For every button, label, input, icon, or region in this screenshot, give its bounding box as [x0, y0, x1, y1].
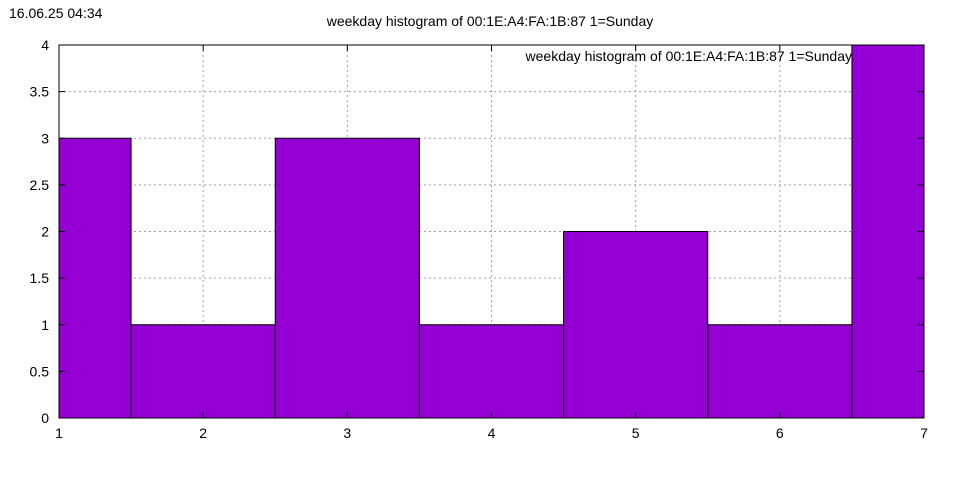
y-tick-label: 1.5: [30, 270, 50, 286]
bar-weekday-1: [58, 137, 132, 419]
axis-ticks: [58, 44, 925, 419]
chart-title: weekday histogram of 00:1E:A4:FA:1B:87 1…: [326, 13, 653, 29]
x-tick-label: 7: [920, 425, 928, 441]
x-tick-label: 1: [55, 425, 63, 441]
x-tick-label: 5: [632, 425, 640, 441]
x-tick-label: 2: [199, 425, 207, 441]
x-tick-label: 6: [776, 425, 784, 441]
y-tick-label: 4: [41, 37, 49, 53]
y-tick-label: 0.5: [30, 363, 50, 379]
y-tick-label: 2.5: [30, 177, 50, 193]
x-tick-label: 4: [488, 425, 496, 441]
x-tick-labels: 1 2 3 4 5 6 7: [55, 425, 928, 441]
legend-label: weekday histogram of 00:1E:A4:FA:1B:87 1…: [525, 48, 852, 64]
bar-weekday-5: [563, 231, 709, 419]
y-tick-label: 3.5: [30, 84, 50, 100]
y-tick-label: 0: [41, 410, 49, 426]
bar-weekday-6: [707, 324, 853, 419]
bars: [58, 44, 925, 419]
bar-weekday-7: [851, 44, 925, 419]
bar-weekday-2: [130, 324, 276, 419]
y-tick-label: 3: [41, 130, 49, 146]
bar-weekday-3: [274, 137, 420, 419]
y-tick-labels: 0 0.5 1 1.5 2 2.5 3 3.5 4: [30, 37, 50, 426]
y-tick-label: 1: [41, 317, 49, 333]
bar-weekday-4: [418, 324, 565, 419]
x-tick-label: 3: [343, 425, 351, 441]
y-tick-label: 2: [41, 224, 49, 240]
timestamp: 16.06.25 04:34: [9, 5, 103, 21]
